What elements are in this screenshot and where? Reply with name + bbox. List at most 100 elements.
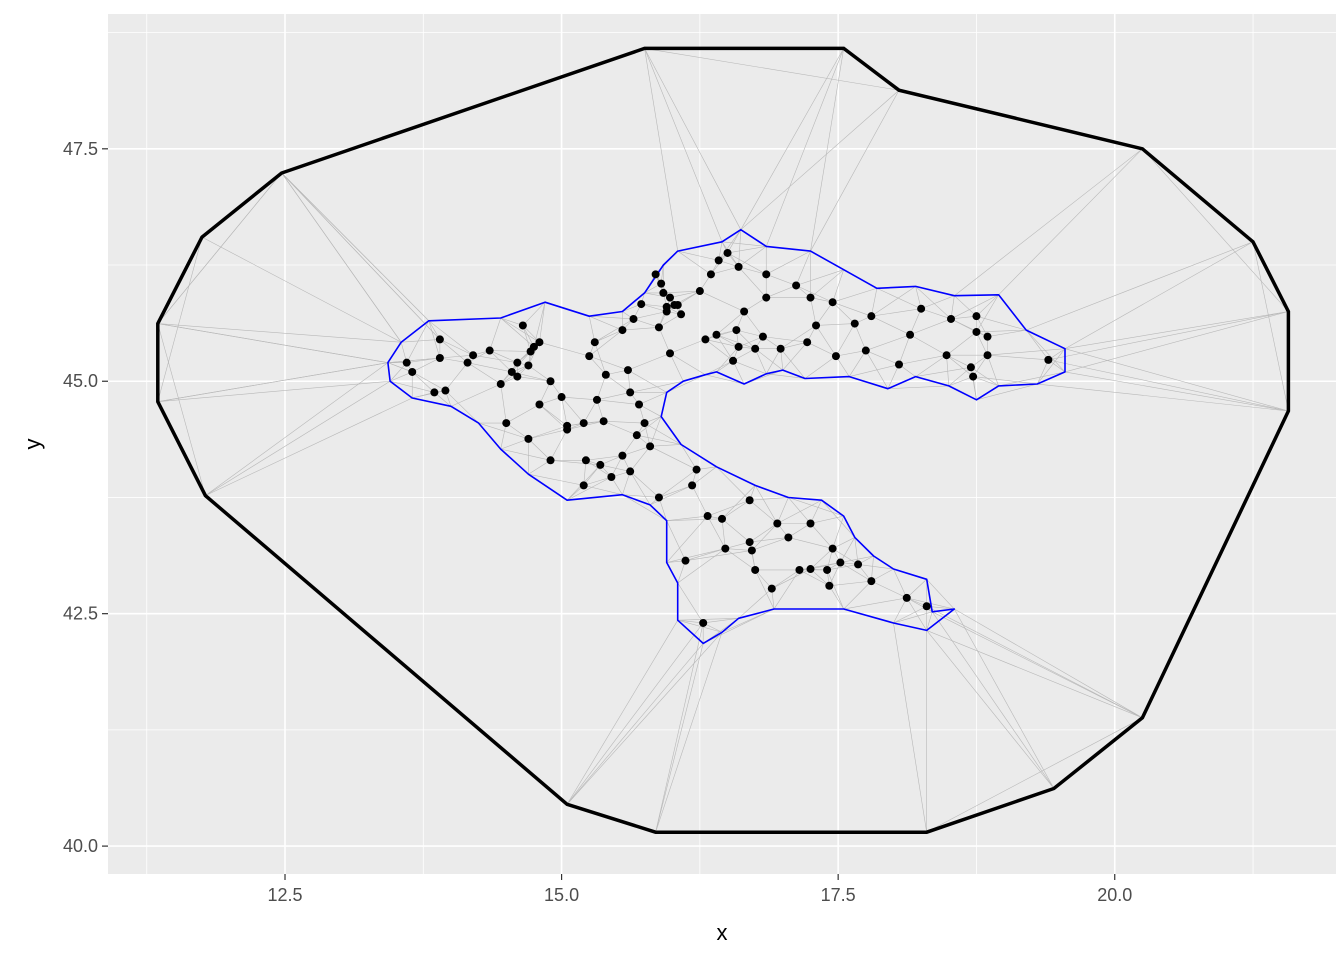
mesh-edge — [583, 485, 623, 495]
mesh-edge — [740, 48, 844, 230]
mesh-edge — [736, 329, 756, 349]
mesh-edge — [450, 383, 501, 407]
mesh-edge — [887, 385, 949, 389]
mesh-edge — [762, 336, 808, 343]
data-point — [518, 321, 527, 330]
mesh-edge — [705, 360, 734, 376]
mesh-edge — [893, 622, 927, 833]
mesh-edge — [721, 499, 750, 520]
mesh-edge — [1252, 241, 1289, 412]
y-tick-label: 47.5 — [63, 139, 98, 159]
x-tick-label: 20.0 — [1097, 885, 1132, 905]
data-point — [629, 314, 638, 323]
data-point — [729, 356, 738, 365]
mesh-edge — [594, 342, 607, 375]
data-point — [688, 481, 697, 490]
mesh-edge — [871, 315, 911, 336]
mesh-edge — [585, 455, 623, 461]
mesh-edge — [677, 619, 704, 624]
mesh-edge — [946, 354, 974, 377]
mesh-edge — [666, 548, 726, 563]
data-point — [922, 602, 931, 611]
mesh-edge — [705, 329, 737, 340]
mesh-edge — [594, 318, 634, 343]
mesh-edge — [727, 252, 767, 275]
mesh-edge — [439, 354, 474, 359]
mesh-edge — [816, 323, 855, 326]
mesh-edge — [832, 537, 855, 549]
mesh-edge — [1142, 148, 1289, 312]
data-point — [767, 584, 776, 593]
mesh-edge — [915, 367, 971, 377]
mesh-edge — [685, 548, 726, 561]
mesh-edge — [810, 568, 830, 587]
data-point — [524, 361, 533, 370]
data-point — [906, 330, 915, 339]
mesh-edge — [716, 346, 739, 373]
mesh-edge — [721, 485, 756, 520]
mesh-edge — [970, 367, 999, 387]
y-axis-title: y — [20, 439, 45, 450]
data-point — [408, 367, 417, 376]
mesh-edge — [810, 269, 844, 298]
mesh-edge — [810, 515, 844, 524]
mesh-edge — [716, 334, 739, 348]
mesh-edge — [946, 355, 950, 386]
mesh-edge — [987, 329, 1027, 337]
data-point — [776, 344, 785, 353]
mesh-edge — [522, 325, 531, 352]
mesh-edge — [622, 327, 659, 331]
mesh-edge — [926, 605, 1143, 719]
mesh-edge — [658, 469, 697, 498]
mesh-edge — [987, 348, 1065, 356]
mesh-edge — [765, 48, 844, 247]
mesh-edge — [583, 476, 612, 486]
mesh-edge — [478, 422, 529, 440]
mesh-edge — [721, 608, 775, 633]
x-axis-ticks: 12.5 15.0 17.5 20.0 — [267, 874, 1132, 905]
mesh-edge — [972, 355, 988, 377]
mesh-edge — [439, 339, 474, 356]
data-point — [902, 593, 911, 602]
mesh-edge — [600, 464, 631, 472]
mesh-edge — [157, 323, 388, 363]
mesh-edge — [804, 355, 837, 379]
data-point — [623, 366, 632, 375]
mesh-edge — [707, 499, 750, 517]
mesh-edge — [970, 367, 977, 400]
mesh-edge — [539, 381, 551, 405]
mesh-edge — [622, 494, 659, 498]
mesh-edge — [835, 323, 856, 357]
data-point — [666, 349, 675, 358]
mesh-edge — [412, 390, 446, 399]
data-point — [751, 344, 760, 353]
mesh-edge — [1064, 348, 1289, 412]
mesh-edge — [810, 562, 841, 570]
mesh-edge — [528, 365, 551, 382]
mesh-edge — [976, 294, 999, 317]
mesh-edge — [489, 350, 518, 363]
mesh-edge — [666, 518, 723, 522]
mesh-edge — [782, 341, 808, 371]
mesh-edge — [588, 316, 596, 343]
mesh-edge — [633, 318, 660, 328]
mesh-edge — [644, 292, 671, 298]
mesh-edge — [950, 315, 977, 320]
y-tick-label: 45.0 — [63, 371, 98, 391]
mesh-edge — [976, 331, 988, 356]
mesh-edge — [832, 269, 844, 303]
data-point — [706, 270, 715, 279]
mesh-edge — [390, 380, 435, 393]
mesh-edge — [281, 172, 430, 322]
data-point — [596, 460, 605, 469]
mesh-edge — [467, 350, 490, 363]
mesh-edge — [669, 339, 706, 354]
data-point — [867, 577, 876, 586]
mesh-edge — [954, 608, 1143, 719]
mesh-edge — [1037, 348, 1066, 385]
mesh-edge — [766, 373, 806, 379]
mesh-edge — [445, 362, 468, 391]
mesh-edge — [871, 580, 907, 599]
data-point — [732, 326, 741, 335]
mesh-edge — [906, 579, 927, 599]
